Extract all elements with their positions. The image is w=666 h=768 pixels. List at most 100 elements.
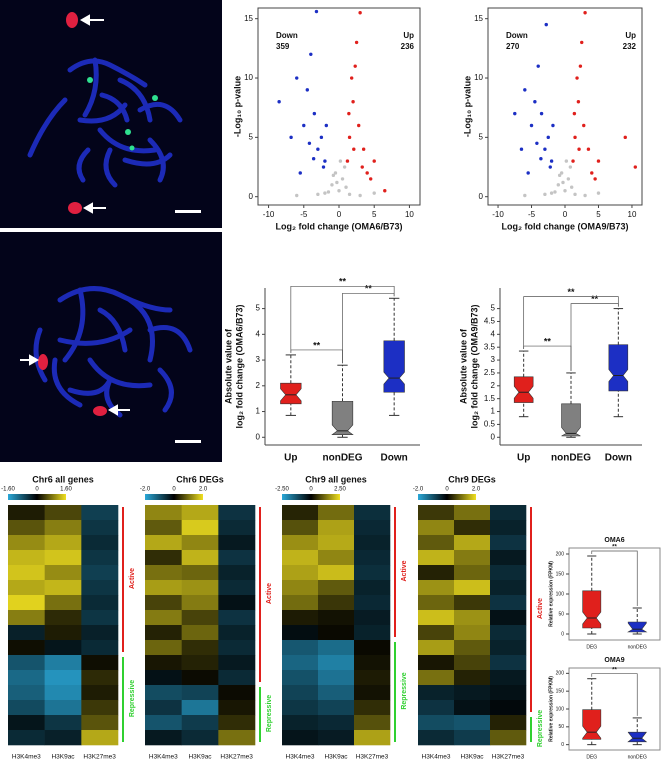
significance-bracket	[290, 349, 343, 364]
heatmap-cell	[44, 655, 82, 671]
heatmap-cell	[282, 505, 319, 521]
point	[513, 111, 517, 116]
heatmap-title: Chr9 all genes	[305, 474, 367, 484]
color-scale	[282, 494, 340, 500]
group-label: Repressive	[401, 672, 408, 709]
heatmap-cell	[8, 535, 45, 551]
heatmap-cell	[218, 715, 256, 731]
point	[331, 173, 336, 178]
scale-tick-label: 2.0	[472, 487, 481, 493]
column-label: H3K4me3	[422, 754, 451, 761]
point	[323, 159, 327, 163]
y-axis-label: Absolute value of	[223, 328, 233, 404]
micrograph-b	[0, 232, 222, 462]
heatmap-cell	[8, 595, 45, 611]
significance-bracket	[523, 296, 619, 350]
point	[372, 191, 376, 195]
scale-tick-label: 2.0	[199, 487, 208, 493]
significance-bracket	[290, 285, 395, 353]
point	[295, 193, 299, 198]
column-label: H3K4me3	[149, 754, 178, 761]
heatmap-cell	[454, 550, 491, 566]
heatmap-cell	[282, 715, 319, 731]
point	[523, 88, 527, 92]
y-tick-label: 0	[491, 432, 496, 441]
y-tick-label: 1.5	[484, 394, 496, 403]
significance-label: **	[365, 284, 373, 294]
x-axis-label: Log₂ fold change (OMA6/B73)	[275, 221, 402, 231]
heatmap-cell	[354, 685, 391, 701]
y-tick-label: 150	[556, 689, 565, 695]
heatmap-cell	[44, 505, 82, 521]
heatmap-cell	[318, 730, 355, 746]
heatmap-cell	[44, 565, 82, 581]
heatmap-cell	[282, 700, 319, 716]
box	[582, 590, 602, 629]
y-tick-label: 0	[561, 631, 564, 637]
heatmap-cell	[282, 670, 319, 686]
point	[345, 159, 350, 163]
heatmap-title: Chr9 DEGs	[448, 474, 496, 484]
heatmap-cell	[8, 565, 45, 581]
heatmap-cell	[181, 550, 219, 566]
y-tick-label: 100	[556, 591, 565, 597]
heatmap-cell	[81, 580, 119, 596]
significance-label: **	[313, 340, 321, 350]
point	[305, 88, 310, 92]
point	[337, 189, 341, 193]
heatmap-cell	[8, 640, 45, 656]
scale-tick-label: 0	[35, 487, 39, 493]
heatmap-cell	[81, 640, 119, 656]
heatmap-cell	[490, 610, 527, 626]
heatmap-cell	[318, 535, 355, 551]
color-scale	[8, 494, 66, 500]
heatmap-cell	[181, 565, 219, 581]
y-tick-label: 50	[558, 611, 564, 617]
heatmap-cell	[282, 565, 319, 581]
heatmap-cell	[418, 520, 455, 536]
point	[553, 190, 557, 194]
heatmap-cell	[181, 535, 219, 551]
x-tick-label: Down	[381, 453, 408, 464]
point	[583, 193, 587, 198]
color-scale	[145, 494, 203, 500]
x-tick-label: -10	[492, 210, 504, 219]
scale-tick-label: 2.50	[334, 487, 346, 493]
heatmap-cell	[145, 715, 182, 731]
x-tick-label: nonDEG	[551, 453, 591, 464]
heatmap-cell	[282, 640, 319, 656]
heatmap-cell	[418, 580, 455, 596]
heatmap-cell	[145, 670, 182, 686]
point	[533, 100, 537, 104]
heatmap-cell	[218, 610, 256, 626]
heatmap-cell	[490, 535, 527, 551]
group-label: Repressive	[129, 680, 136, 717]
heatmap-cell	[218, 535, 256, 551]
y-tick-label: 5	[249, 132, 254, 141]
heatmap-cell	[218, 700, 256, 716]
series-count: 232	[623, 42, 637, 51]
heatmap-cell	[318, 640, 355, 656]
heatmap-cell	[354, 535, 391, 551]
heatmap-cell	[218, 565, 256, 581]
point	[307, 141, 312, 145]
heatmap-cell	[81, 505, 119, 521]
point	[572, 111, 577, 116]
heatmap-cell	[454, 685, 491, 701]
point	[372, 159, 376, 163]
heatmap-cell	[354, 670, 391, 686]
significance-label: **	[612, 545, 617, 551]
point	[357, 123, 361, 128]
point	[556, 183, 561, 187]
heatmap-cell	[418, 730, 455, 746]
chart-title: OMA6	[604, 537, 624, 544]
box	[561, 403, 581, 437]
heatmap-cell	[418, 670, 455, 686]
y-tick-label: 2	[256, 381, 261, 390]
y-axis-label: Relative expression (FPKM)	[548, 676, 554, 742]
y-tick-label: 50	[558, 724, 564, 730]
heatmap-cell	[354, 565, 391, 581]
y-tick-label: 1	[491, 407, 496, 416]
point	[314, 9, 319, 14]
